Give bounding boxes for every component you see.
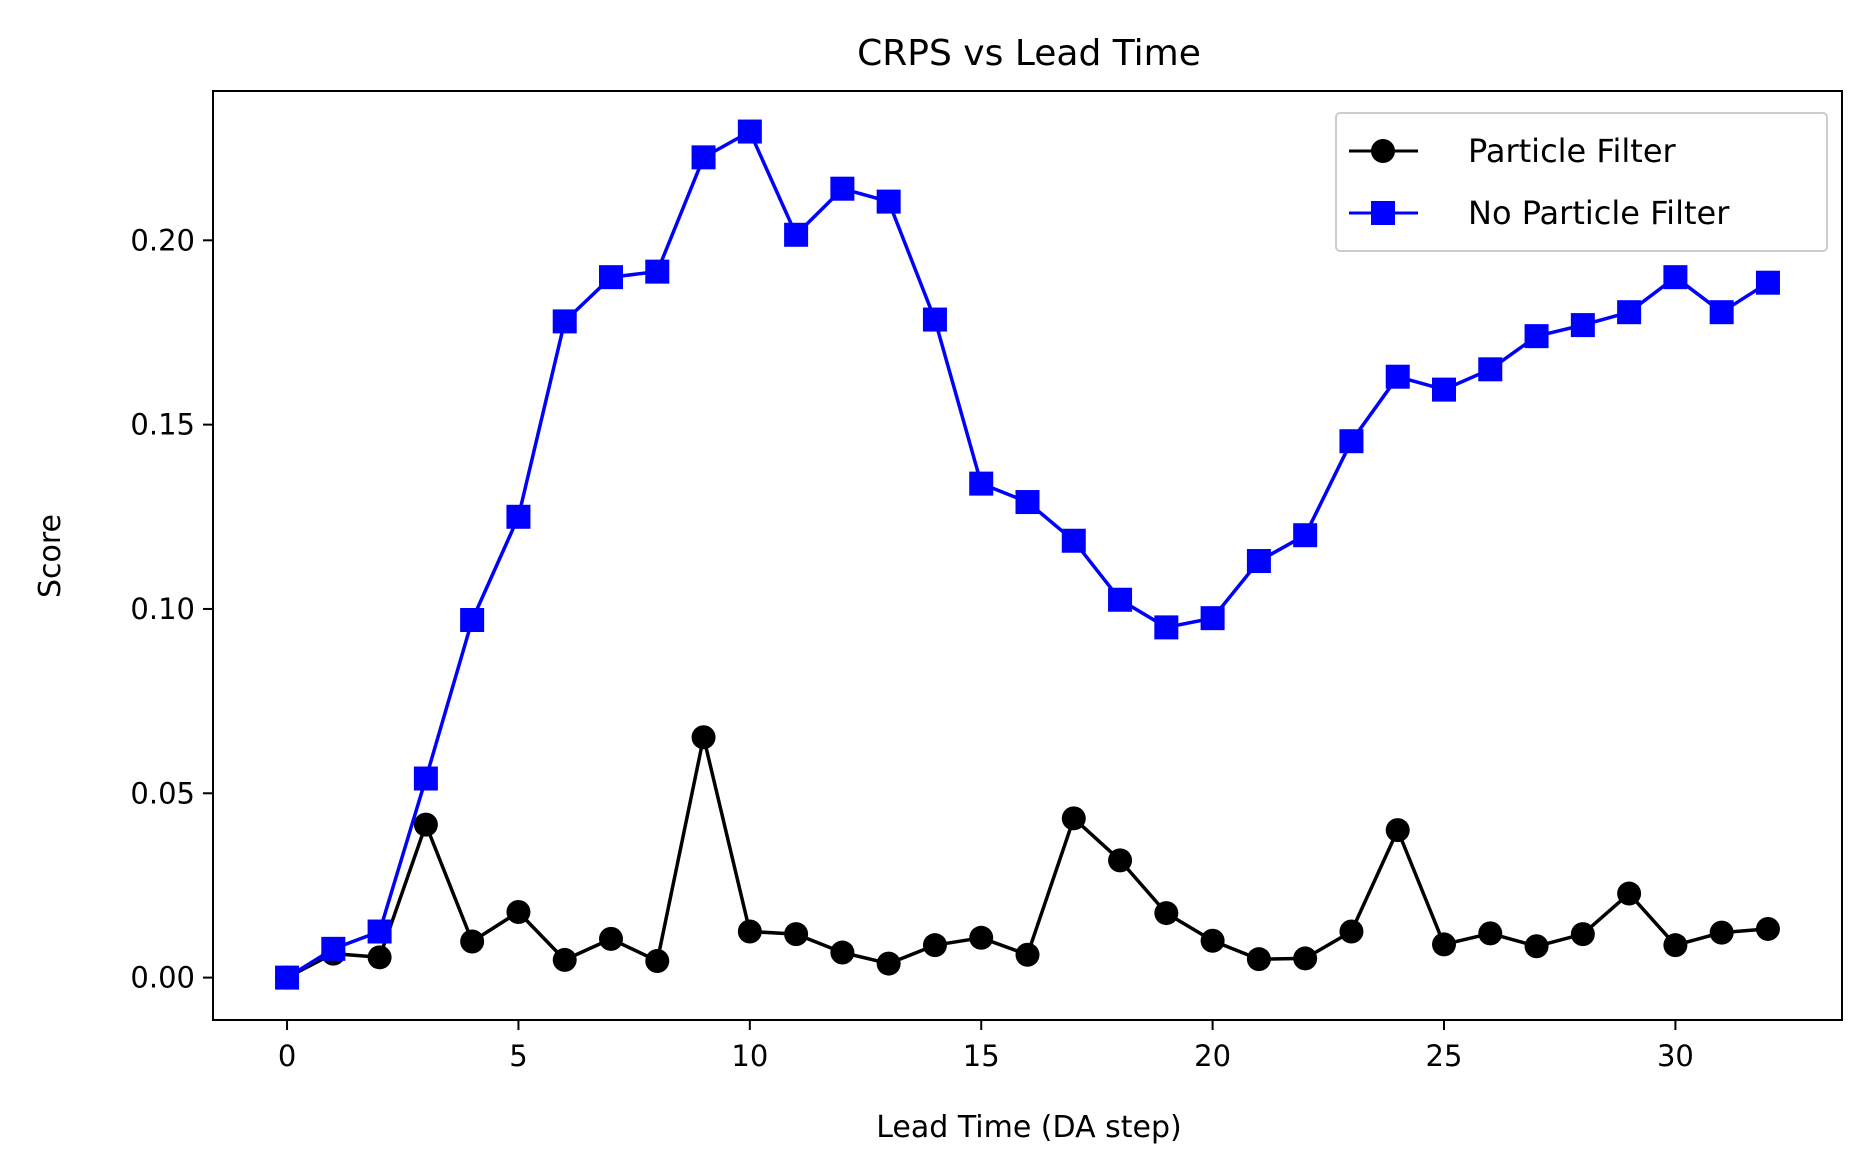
data-point-particle-filter	[1663, 933, 1688, 958]
data-point-particle-filter	[1246, 947, 1271, 972]
data-point-particle-filter	[506, 899, 531, 924]
data-point-no-particle-filter	[1617, 300, 1642, 325]
x-tick-label: 15	[963, 1039, 1000, 1073]
y-tick-label: 0.15	[130, 408, 195, 442]
data-point-no-particle-filter	[1478, 357, 1503, 382]
data-point-particle-filter	[1709, 920, 1734, 945]
data-point-no-particle-filter	[1154, 615, 1179, 640]
data-point-no-particle-filter	[1246, 549, 1271, 574]
chart-title: CRPS vs Lead Time	[857, 33, 1201, 74]
data-point-no-particle-filter	[1108, 587, 1133, 612]
data-point-particle-filter	[1200, 928, 1225, 953]
data-point-no-particle-filter	[1663, 265, 1688, 290]
x-axis: 0 5 10 15 20 25 30	[278, 1020, 1694, 1073]
data-point-particle-filter	[598, 926, 623, 951]
data-point-no-particle-filter	[275, 965, 300, 990]
legend-marker-no-particle-filter	[1371, 201, 1395, 225]
data-point-no-particle-filter	[784, 222, 809, 247]
plot-frame	[212, 90, 1843, 1021]
data-point-particle-filter	[367, 945, 392, 970]
data-point-particle-filter	[1015, 942, 1040, 967]
data-point-no-particle-filter	[1755, 270, 1780, 295]
data-point-no-particle-filter	[413, 766, 438, 791]
x-tick-label: 10	[731, 1039, 768, 1073]
data-point-no-particle-filter	[645, 259, 670, 284]
data-point-particle-filter	[1385, 818, 1410, 843]
data-point-no-particle-filter	[1432, 377, 1457, 402]
data-point-no-particle-filter	[830, 176, 855, 201]
y-axis: 0.00 0.05 0.10 0.15 0.20	[130, 223, 213, 995]
data-point-no-particle-filter	[1524, 324, 1549, 349]
data-point-particle-filter	[1108, 848, 1133, 873]
data-point-particle-filter	[737, 919, 762, 944]
y-axis-label: Score	[33, 514, 68, 598]
data-point-particle-filter	[1755, 916, 1780, 941]
data-point-no-particle-filter	[1015, 490, 1040, 515]
data-point-particle-filter	[1339, 919, 1364, 944]
data-point-particle-filter	[1432, 932, 1457, 957]
data-point-particle-filter	[413, 812, 438, 837]
data-point-no-particle-filter	[1061, 528, 1086, 553]
data-point-particle-filter	[1570, 922, 1595, 947]
y-tick-label: 0.00	[130, 961, 195, 995]
x-tick-label: 0	[278, 1039, 296, 1073]
data-point-particle-filter	[1061, 806, 1086, 831]
data-point-no-particle-filter	[1200, 606, 1225, 631]
data-point-no-particle-filter	[737, 119, 762, 144]
series-no-particle-filter	[275, 119, 1780, 990]
data-point-no-particle-filter	[598, 265, 623, 290]
data-point-particle-filter	[645, 949, 670, 974]
x-axis-label: Lead Time (DA step)	[876, 1110, 1182, 1145]
data-point-particle-filter	[1154, 901, 1179, 926]
data-point-no-particle-filter	[1709, 300, 1734, 325]
data-point-no-particle-filter	[552, 309, 577, 334]
x-tick-label: 25	[1426, 1039, 1463, 1073]
data-point-no-particle-filter	[460, 608, 485, 633]
data-point-no-particle-filter	[691, 145, 716, 170]
y-tick-label: 0.05	[130, 776, 195, 810]
data-point-no-particle-filter	[876, 189, 901, 214]
data-point-particle-filter	[784, 922, 809, 947]
data-point-no-particle-filter	[1293, 523, 1318, 548]
legend-marker-particle-filter	[1371, 139, 1395, 163]
data-point-particle-filter	[460, 929, 485, 954]
data-point-particle-filter	[969, 925, 994, 950]
x-tick-label: 5	[509, 1039, 527, 1073]
data-point-particle-filter	[1478, 921, 1503, 946]
data-point-particle-filter	[552, 947, 577, 972]
data-point-no-particle-filter	[1570, 313, 1595, 338]
legend-label-no-particle-filter: No Particle Filter	[1468, 194, 1730, 232]
data-point-no-particle-filter	[969, 471, 994, 496]
data-point-particle-filter	[830, 940, 855, 965]
data-point-particle-filter	[1524, 934, 1549, 959]
legend: Particle Filter No Particle Filter	[1335, 112, 1828, 252]
series-layer	[275, 119, 1780, 990]
x-tick-label: 30	[1657, 1039, 1694, 1073]
data-point-particle-filter	[691, 725, 716, 750]
data-point-no-particle-filter	[506, 504, 531, 529]
data-point-particle-filter	[1617, 881, 1642, 906]
y-tick-label: 0.10	[130, 592, 195, 626]
data-point-no-particle-filter	[367, 919, 392, 944]
y-tick-label: 0.20	[130, 223, 195, 257]
data-point-no-particle-filter	[922, 307, 947, 332]
data-point-no-particle-filter	[1385, 364, 1410, 389]
data-point-particle-filter	[876, 951, 901, 976]
data-point-no-particle-filter	[1339, 429, 1364, 454]
data-point-no-particle-filter	[321, 936, 346, 961]
legend-label-particle-filter: Particle Filter	[1468, 132, 1677, 170]
data-point-particle-filter	[1293, 946, 1318, 971]
data-point-particle-filter	[922, 933, 947, 958]
x-tick-label: 20	[1194, 1039, 1231, 1073]
legend-frame	[1335, 112, 1828, 252]
